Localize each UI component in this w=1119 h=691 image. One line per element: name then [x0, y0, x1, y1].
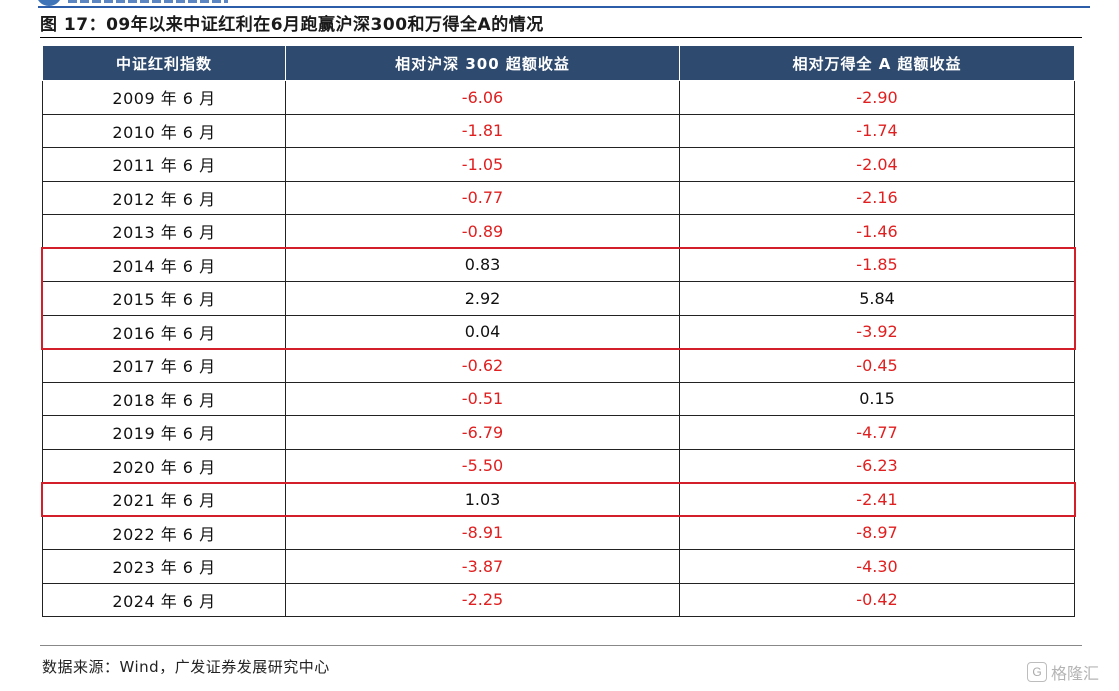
cell-excess-vs-hs300: 2.92: [285, 281, 680, 316]
cell-period: 2021 年 6 月: [42, 482, 286, 517]
watermark-logo-icon: G: [1026, 662, 1047, 682]
title-rule: [40, 37, 1082, 38]
report-logo: [36, 0, 236, 6]
cell-excess-vs-hs300: -1.05: [285, 147, 680, 182]
cell-excess-vs-hs300: -2.25: [285, 582, 680, 617]
table-row: 2016 年 6 月 0.04 -3.92: [42, 314, 1075, 349]
cell-excess-vs-hs300: -0.77: [285, 180, 680, 215]
cell-excess-vs-wind-a: -2.90: [679, 80, 1075, 115]
logo-mark-icon: [36, 0, 62, 6]
cell-excess-vs-hs300: 0.04: [285, 314, 680, 349]
source-note: 数据来源：Wind，广发证券发展研究中心: [42, 658, 330, 676]
cell-excess-vs-hs300: -6.06: [285, 80, 680, 115]
table-row: 2018 年 6 月 -0.51 0.15: [42, 381, 1075, 416]
cell-excess-vs-wind-a: -2.04: [679, 147, 1075, 182]
figure-title: 图 17：09年以来中证红利在6月跑赢沪深300和万得全A的情况: [40, 15, 544, 35]
cell-period: 2010 年 6 月: [42, 113, 286, 148]
cell-excess-vs-hs300: -3.87: [285, 549, 680, 584]
cell-excess-vs-hs300: -0.62: [285, 348, 680, 383]
cell-excess-vs-wind-a: -6.23: [679, 448, 1075, 483]
cell-excess-vs-hs300: 1.03: [285, 482, 680, 517]
cell-period: 2015 年 6 月: [42, 281, 286, 316]
cell-period: 2016 年 6 月: [42, 314, 286, 349]
cell-excess-vs-wind-a: -3.92: [679, 314, 1075, 349]
cell-excess-vs-wind-a: -0.42: [679, 582, 1075, 617]
table-body: 2009 年 6 月 -6.06 -2.90 2010 年 6 月 -1.81 -1.74…: [42, 80, 1075, 617]
cell-period: 2017 年 6 月: [42, 348, 286, 383]
table-row: 2023 年 6 月 -3.87 -4.30: [42, 549, 1075, 584]
cell-period: 2011 年 6 月: [42, 147, 286, 182]
column-header-index: 中证红利指数: [42, 45, 286, 81]
table-header-row: 中证红利指数 相对沪深 300 超额收益 相对万得全 A 超额收益: [42, 45, 1075, 81]
cell-excess-vs-wind-a: 0.15: [679, 381, 1075, 416]
cell-excess-vs-hs300: -1.81: [285, 113, 680, 148]
table-row: 2017 年 6 月 -0.62 -0.45: [42, 348, 1075, 383]
cell-period: 2022 年 6 月: [42, 515, 286, 550]
column-header-vs-wind-a: 相对万得全 A 超额收益: [679, 45, 1075, 81]
header-rule: [38, 6, 1090, 8]
cell-excess-vs-hs300: -6.79: [285, 415, 680, 450]
cell-excess-vs-wind-a: -8.97: [679, 515, 1075, 550]
cell-excess-vs-hs300: -0.51: [285, 381, 680, 416]
table-row: 2011 年 6 月 -1.05 -2.04: [42, 147, 1075, 182]
column-header-vs-hs300: 相对沪深 300 超额收益: [285, 45, 680, 81]
table-row: 2019 年 6 月 -6.79 -4.77: [42, 415, 1075, 450]
cell-excess-vs-wind-a: -1.46: [679, 214, 1075, 249]
cell-excess-vs-hs300: -0.89: [285, 214, 680, 249]
cell-excess-vs-wind-a: -4.30: [679, 549, 1075, 584]
footer-rule: [40, 645, 1082, 646]
table-row: 2010 年 6 月 -1.81 -1.74: [42, 113, 1075, 148]
cell-excess-vs-wind-a: 5.84: [679, 281, 1075, 316]
cell-period: 2018 年 6 月: [42, 381, 286, 416]
watermark: G 格隆汇: [1026, 660, 1099, 684]
cell-excess-vs-wind-a: -2.41: [679, 482, 1075, 517]
table-row: 2012 年 6 月 -0.77 -2.16: [42, 180, 1075, 215]
table-row: 2020 年 6 月 -5.50 -6.23: [42, 448, 1075, 483]
cell-period: 2023 年 6 月: [42, 549, 286, 584]
watermark-text: 格隆汇: [1050, 664, 1099, 683]
cell-excess-vs-wind-a: -0.45: [679, 348, 1075, 383]
table-row: 2024 年 6 月 -2.25 -0.42: [42, 582, 1075, 617]
cell-excess-vs-hs300: 0.83: [285, 247, 680, 282]
cell-period: 2020 年 6 月: [42, 448, 286, 483]
table-row: 2009 年 6 月 -6.06 -2.90: [42, 80, 1075, 115]
cell-period: 2019 年 6 月: [42, 415, 286, 450]
cell-excess-vs-wind-a: -1.74: [679, 113, 1075, 148]
cell-period: 2013 年 6 月: [42, 214, 286, 249]
cell-period: 2024 年 6 月: [42, 582, 286, 617]
cell-period: 2009 年 6 月: [42, 80, 286, 115]
cell-excess-vs-hs300: -8.91: [285, 515, 680, 550]
cell-excess-vs-wind-a: -4.77: [679, 415, 1075, 450]
logo-wordmark: [68, 0, 228, 3]
cell-excess-vs-hs300: -5.50: [285, 448, 680, 483]
cell-excess-vs-wind-a: -1.85: [679, 247, 1075, 282]
table-row: 2014 年 6 月 0.83 -1.85: [42, 247, 1075, 282]
table-row: 2021 年 6 月 1.03 -2.41: [42, 482, 1075, 517]
table-row: 2013 年 6 月 -0.89 -1.46: [42, 214, 1075, 249]
cell-excess-vs-wind-a: -2.16: [679, 180, 1075, 215]
cell-period: 2014 年 6 月: [42, 247, 286, 282]
table-row: 2015 年 6 月 2.92 5.84: [42, 281, 1075, 316]
cell-period: 2012 年 6 月: [42, 180, 286, 215]
excess-return-table: 中证红利指数 相对沪深 300 超额收益 相对万得全 A 超额收益 2009 年…: [42, 45, 1075, 617]
table-row: 2022 年 6 月 -8.91 -8.97: [42, 515, 1075, 550]
